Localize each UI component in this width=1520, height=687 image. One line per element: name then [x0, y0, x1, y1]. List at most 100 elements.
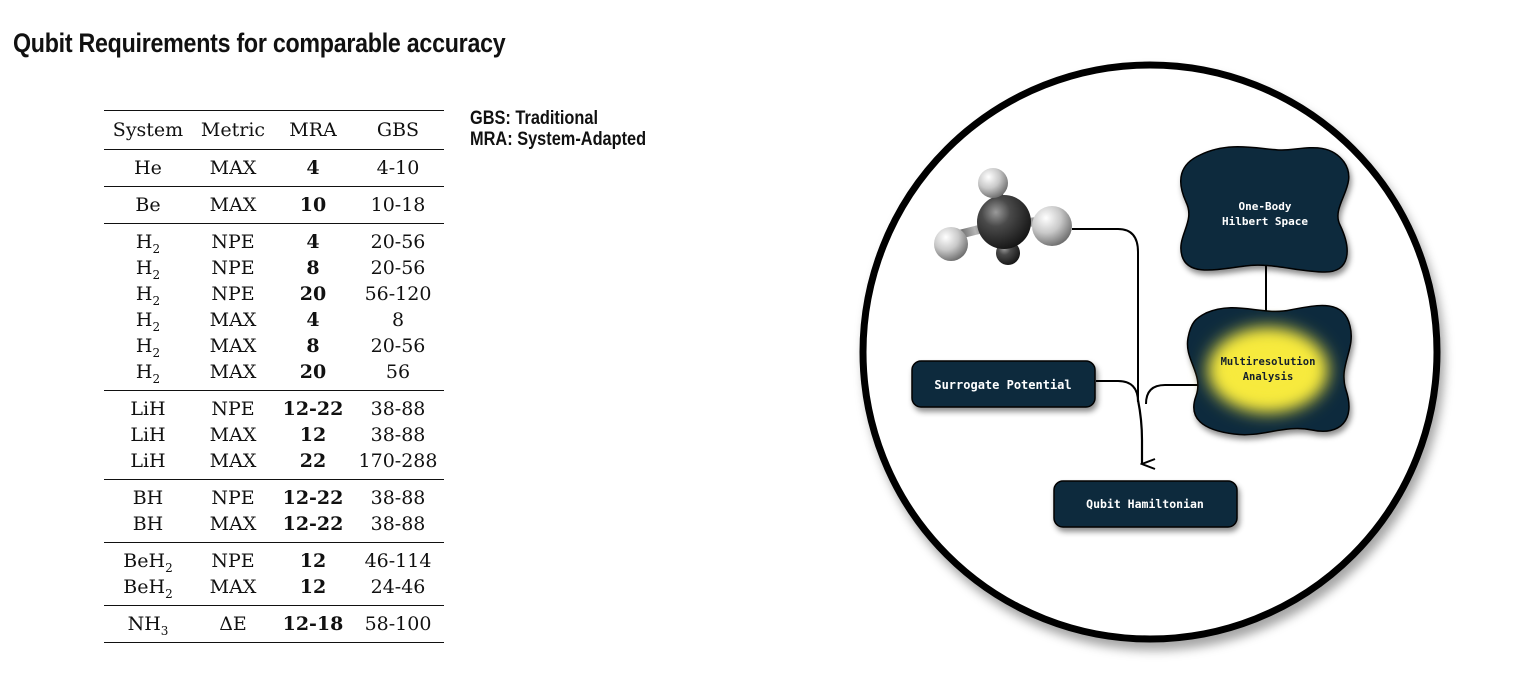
cell-gbs: 8 [391, 309, 405, 331]
table-row: H2 MAX 4 8 [104, 307, 444, 333]
cell-mra: 12-22 [282, 513, 344, 535]
table-row: LiH NPE 12-22 38-88 [104, 391, 444, 423]
system-subscript: 2 [152, 319, 161, 334]
cell-system: LiH [104, 391, 192, 423]
cell-system: LiH [104, 422, 192, 448]
cell-metric: MAX [209, 576, 257, 598]
cell-system: H2 [104, 224, 192, 256]
qubit-requirements-table: System Metric MRA GBS He MAX 4 4-10 Be MAX 10 1… [104, 110, 444, 643]
cell-metric: MAX [209, 424, 257, 446]
cell-gbs: 56 [385, 361, 411, 383]
multiresolution-analysis-node: Multiresolution Analysis [1186, 304, 1352, 436]
table-row: H2 NPE 20 56-120 [104, 281, 444, 307]
cell-gbs: 46-114 [364, 550, 432, 572]
cell-system: H2 [104, 307, 192, 333]
table-group: He MAX 4 4-10 [104, 150, 444, 187]
cell-system: BeH2 [104, 543, 192, 575]
cell-metric: NPE [211, 231, 255, 253]
cell-metric: MAX [209, 335, 257, 357]
cell-mra: 10 [299, 194, 327, 216]
cell-metric: MAX [209, 194, 257, 216]
cell-system: H2 [104, 281, 192, 307]
system-subscript: 2 [152, 267, 161, 282]
system-subscript: 3 [160, 623, 169, 638]
molecule-icon [934, 168, 1072, 265]
cell-system: BeH2 [104, 574, 192, 606]
header-gbs: GBS [376, 119, 420, 141]
system-formula: BH [132, 487, 164, 509]
system-formula: BH [132, 513, 164, 535]
connector-molecule [1072, 228, 1139, 400]
mra-label-line1: Multiresolution [1221, 356, 1316, 368]
cell-system: H2 [104, 333, 192, 359]
cell-gbs: 38-88 [370, 424, 426, 446]
cell-mra: 12 [299, 550, 327, 572]
cell-metric: MAX [209, 361, 257, 383]
cell-system: Be [104, 187, 192, 224]
cell-mra: 20 [299, 283, 327, 305]
system-formula: LiH [130, 424, 166, 446]
system-subscript: 2 [165, 586, 173, 601]
table-row: H2 NPE 4 20-56 [104, 224, 444, 256]
system-formula: H [135, 335, 153, 357]
cell-system: He [104, 150, 192, 187]
table-group: BH NPE 12-22 38-88 BH MAX 12-22 38-88 [104, 480, 444, 543]
table-group: LiH NPE 12-22 38-88 LiH MAX 12 38-88 LiH MAX 22 170… [104, 391, 444, 480]
legend-mra: MRA: System-Adapted [470, 129, 647, 150]
cell-metric: NPE [211, 283, 255, 305]
system-subscript: 2 [152, 293, 161, 308]
cell-mra: 12-22 [282, 487, 344, 509]
system-formula: Be [135, 194, 161, 216]
system-formula: H [135, 283, 153, 305]
system-subscript: 2 [152, 371, 161, 386]
system-subscript: 2 [152, 345, 161, 360]
cell-metric: ΔE [219, 613, 247, 635]
surrogate-potential-node: Surrogate Potential [911, 360, 1096, 408]
cell-gbs: 4-10 [376, 157, 420, 179]
cell-metric: NPE [211, 487, 255, 509]
merge-arrow [1136, 399, 1142, 464]
cell-gbs: 20-56 [370, 231, 426, 253]
cell-system: H2 [104, 359, 192, 391]
table-row: Be MAX 10 10-18 [104, 187, 444, 224]
page-title: Qubit Requirements for comparable accura… [13, 28, 506, 58]
one-body-label-line1: One-Body [1239, 200, 1292, 213]
table-row: LiH MAX 12 38-88 [104, 422, 444, 448]
table-header-row: System Metric MRA GBS [104, 110, 444, 150]
table-group: Be MAX 10 10-18 [104, 187, 444, 224]
cell-metric: MAX [209, 450, 257, 472]
legend-gbs: GBS: Traditional [470, 108, 599, 129]
table-row: LiH MAX 22 170-288 [104, 448, 444, 480]
table-row: H2 MAX 20 56 [104, 359, 444, 391]
cell-metric: NPE [211, 550, 255, 572]
system-subscript: 2 [152, 241, 161, 256]
system-formula: LiH [130, 450, 166, 472]
cell-mra: 12 [299, 576, 327, 598]
cell-mra: 12 [299, 424, 327, 446]
one-body-hilbert-space-node: One-Body Hilbert Space [1180, 146, 1350, 273]
one-body-label-line2: Hilbert Space [1222, 215, 1308, 228]
table-row: H2 NPE 8 20-56 [104, 255, 444, 281]
mra-label-line2: Analysis [1243, 371, 1294, 383]
table-group: H2 NPE 4 20-56 H2 NPE 8 20-56 H2 NPE 20 56-120 H2 MAX… [104, 224, 444, 391]
cell-gbs: 20-56 [370, 257, 426, 279]
cell-gbs: 38-88 [370, 513, 426, 535]
cell-metric: MAX [209, 157, 257, 179]
system-formula: BeH [123, 576, 166, 598]
cell-gbs: 170-288 [358, 450, 438, 472]
system-formula: H [135, 309, 153, 331]
cell-gbs: 10-18 [370, 194, 426, 216]
cell-gbs: 38-88 [370, 487, 426, 509]
qubit-hamiltonian-label: Qubit Hamiltonian [1086, 497, 1204, 511]
frame-circle [859, 61, 1441, 643]
cell-gbs: 56-120 [364, 283, 432, 305]
cell-gbs: 38-88 [370, 398, 426, 420]
system-formula: LiH [130, 398, 166, 420]
system-subscript: 2 [165, 560, 173, 575]
cell-system: NH3 [104, 606, 192, 643]
system-formula: He [134, 157, 162, 179]
table-row: BH MAX 12-22 38-88 [104, 511, 444, 543]
cell-mra: 8 [306, 335, 320, 357]
cell-system: BH [104, 480, 192, 512]
